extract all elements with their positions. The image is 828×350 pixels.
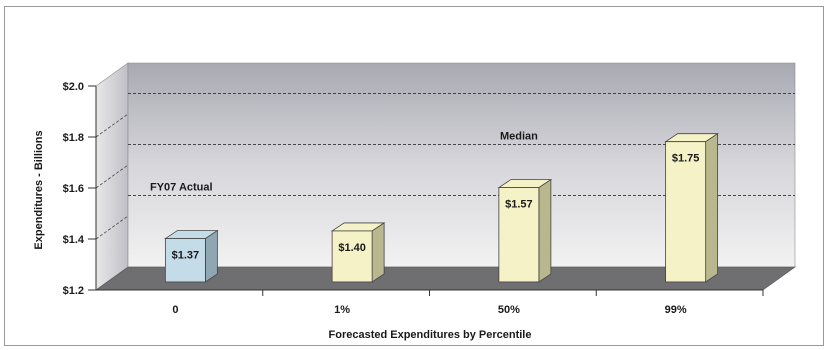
data-label: $1.57	[505, 199, 533, 211]
y-tick-label: $2.0	[63, 81, 84, 93]
bar: $1.57	[497, 178, 553, 283]
bar-front	[331, 230, 373, 283]
gridlines	[88, 85, 129, 291]
x-tick-labels: 0 1% 50% 99%	[172, 290, 764, 316]
bar-front	[498, 187, 540, 283]
side-wall	[95, 62, 129, 291]
gridline-side	[95, 164, 129, 189]
gridline-side	[95, 215, 129, 240]
x-tick-label: 1%	[334, 304, 350, 316]
bar-front	[665, 141, 707, 283]
bar: $1.40	[330, 222, 386, 283]
data-label: $1.75	[672, 153, 700, 165]
bar-side	[705, 132, 719, 283]
bar: $1.37	[164, 229, 219, 283]
bar-front	[164, 238, 206, 283]
x-axis-title: Forecasted Expenditures by Percentile	[329, 329, 532, 341]
gridline-side	[95, 113, 129, 138]
data-label: $1.37	[172, 250, 200, 262]
y-axis-title: Expenditures - Billions	[33, 130, 45, 249]
bar: $1.75	[664, 132, 719, 283]
data-label: $1.40	[338, 242, 366, 254]
x-tick-label: 50%	[498, 304, 520, 316]
bar-side	[204, 229, 218, 283]
y-tick-labels: $1.2 $1.4 $1.6 $1.8 $2.0	[63, 81, 85, 297]
y-tick-label: $1.2	[63, 285, 84, 297]
bar-side	[538, 178, 552, 283]
x-tick-label: 0	[172, 304, 178, 316]
y-tick-label: $1.4	[63, 234, 85, 246]
x-tick-label: 99%	[665, 304, 687, 316]
bar-side	[371, 222, 385, 283]
y-tick-label: $1.6	[63, 183, 84, 195]
reference-label: Median	[500, 131, 538, 143]
reference-label: FY07 Actual	[150, 182, 213, 194]
y-tick-label: $1.8	[63, 132, 84, 144]
bars: $1.37 $1.40 $1.57 $1.75	[164, 132, 719, 283]
